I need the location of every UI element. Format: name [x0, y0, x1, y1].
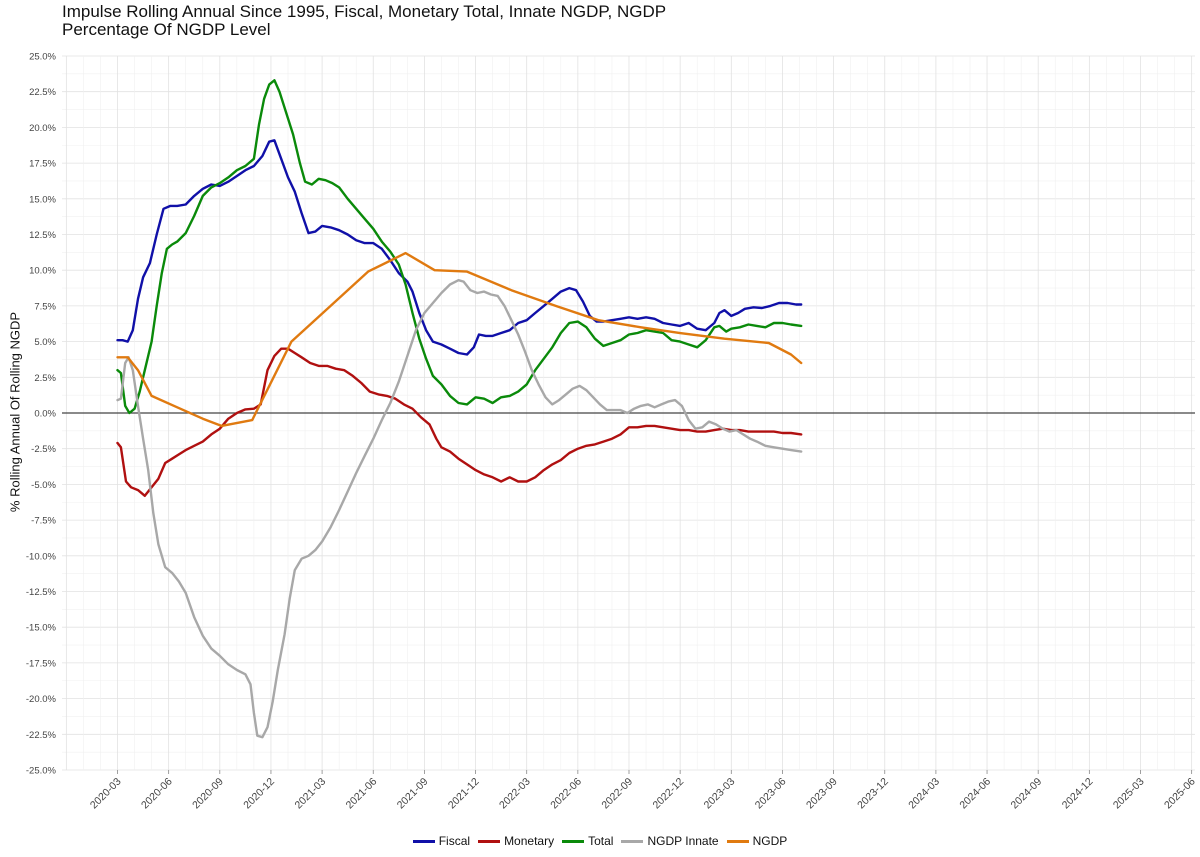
line-chart: 25.0% 22.5% 20.0% 17.5% 15.0% 12.5% 10.0% 7.5% 5…: [26, 52, 1198, 812]
x-tick-label: 2022-06: [548, 776, 584, 812]
chart-subtitle: Percentage Of NGDP Level: [62, 20, 271, 39]
y-tick-label: 15.0%: [29, 194, 56, 205]
legend-swatch: [621, 839, 644, 843]
x-tick-label: 2021-09: [395, 776, 431, 812]
legend-label: Fiscal: [438, 834, 471, 848]
x-tick-label: 2020-06: [139, 776, 175, 812]
legend-swatch: [478, 839, 501, 843]
y-axis: 25.0% 22.5% 20.0% 17.5% 15.0% 12.5% 10.0% 7.5% 5…: [26, 52, 57, 777]
series-line-fiscal: [116, 139, 803, 356]
x-tick-label: 2020-12: [241, 776, 277, 812]
y-tick-label: 22.5%: [29, 87, 56, 98]
legend-item-total: Total: [562, 834, 613, 848]
legend-swatch: [562, 839, 585, 843]
x-tick-label: 2021-12: [446, 776, 482, 812]
y-tick-label: -25.0%: [26, 766, 57, 777]
y-tick-label: 10.0%: [29, 266, 56, 277]
legend-label: NGDP Innate: [647, 834, 719, 848]
x-tick-label: 2024-03: [906, 776, 942, 812]
x-tick-label: 2020-09: [190, 776, 226, 812]
legend-label: Total: [588, 834, 614, 848]
legend-item-fiscal: Fiscal: [412, 834, 471, 848]
x-tick-label: 2023-06: [753, 776, 789, 812]
chart-title: Impulse Rolling Annual Since 1995, Fisca…: [62, 2, 667, 21]
y-tick-label: 20.0%: [29, 123, 56, 134]
x-tick-label: 2022-12: [651, 776, 687, 812]
legend-swatch: [412, 839, 435, 843]
legend-swatch: [726, 839, 749, 843]
x-tick-label: 2024-06: [957, 776, 993, 812]
x-tick-label: 2021-03: [292, 776, 328, 812]
y-tick-label: -7.5%: [31, 516, 56, 527]
grid: [62, 55, 1195, 771]
series-line-ngdp-innate: [116, 279, 803, 739]
x-tick-label: 2022-03: [497, 776, 533, 812]
x-tick-label: 2023-09: [804, 776, 840, 812]
y-tick-label: -5.0%: [31, 480, 56, 491]
y-tick-label: 7.5%: [34, 301, 56, 312]
series-line-total: [116, 79, 803, 415]
legend-item-ngdp-innate: NGDP Innate: [621, 834, 719, 848]
legend-item-ngdp: NGDP: [726, 834, 788, 848]
legend: Fiscal Monetary Total NGDP Innate NGDP: [0, 834, 1200, 848]
series-group: [116, 79, 803, 739]
y-tick-label: 17.5%: [29, 159, 56, 170]
legend-item-monetary: Monetary: [478, 834, 554, 848]
x-tick-label: 2020-03: [88, 776, 124, 812]
x-tick-label: 2024-09: [1009, 776, 1045, 812]
x-tick-label: 2023-12: [855, 776, 891, 812]
x-axis: 2020-03 2020-06 2020-09 2020-12 2021-03 2021-…: [88, 770, 1198, 811]
y-tick-label: -12.5%: [26, 587, 57, 598]
y-tick-label: -22.5%: [26, 730, 57, 741]
legend-label: Monetary: [504, 834, 555, 848]
x-tick-label: 2022-09: [599, 776, 635, 812]
y-tick-label: -2.5%: [31, 444, 56, 455]
y-tick-label: 0.0%: [34, 409, 56, 420]
y-tick-label: -17.5%: [26, 658, 57, 669]
x-tick-label: 2024-12: [1060, 776, 1096, 812]
y-tick-label: 25.0%: [29, 52, 56, 63]
legend-label: NGDP: [752, 834, 788, 848]
y-tick-label: -20.0%: [26, 694, 57, 705]
x-tick-label: 2023-03: [702, 776, 738, 812]
chart-title-block: Impulse Rolling Annual Since 1995, Fisca…: [62, 3, 666, 39]
series-line-ngdp: [116, 251, 803, 428]
y-tick-label: -10.0%: [26, 551, 57, 562]
y-tick-label: 2.5%: [34, 373, 56, 384]
x-tick-label: 2025-06: [1162, 776, 1198, 812]
y-tick-label: -15.0%: [26, 623, 57, 634]
y-tick-label: 12.5%: [29, 230, 56, 241]
series-line-monetary: [116, 347, 803, 497]
x-tick-label: 2025-03: [1111, 776, 1147, 812]
y-tick-label: 5.0%: [34, 337, 56, 348]
x-tick-label: 2021-06: [344, 776, 380, 812]
